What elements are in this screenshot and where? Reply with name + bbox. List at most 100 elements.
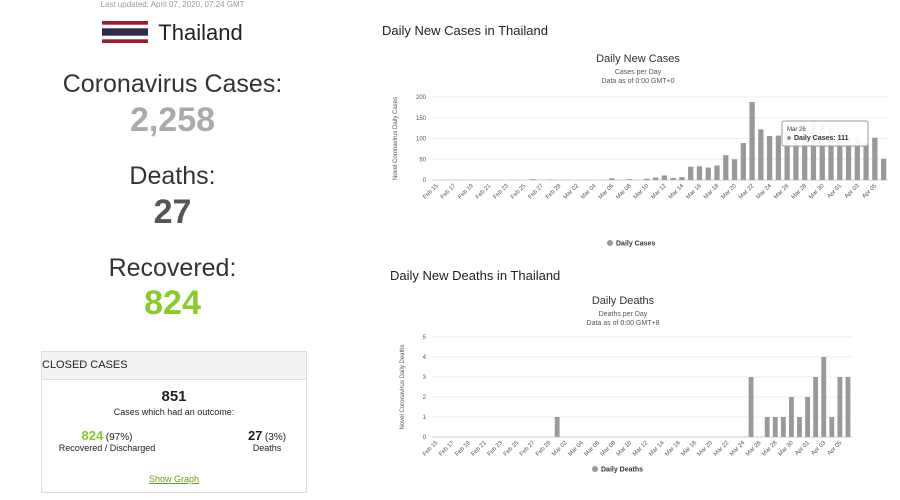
bar xyxy=(775,135,782,180)
recovered-pct: (97%) xyxy=(105,432,133,443)
bar xyxy=(749,101,755,180)
bar xyxy=(872,137,878,180)
chart-subtitle: Cases per Day xyxy=(615,69,662,76)
legend-label: Daily Deaths xyxy=(601,467,643,474)
tooltip: Mar 26 Daily Cases: 111 xyxy=(781,120,869,147)
chart-subtitle: Deaths per Day xyxy=(599,311,648,318)
bar xyxy=(802,134,808,180)
x-tick-label: Mar 08 xyxy=(600,440,618,458)
y-tick-label: 1 xyxy=(423,415,427,421)
chart-title: Daily New Cases xyxy=(596,53,680,65)
country-name: Thailand xyxy=(0,20,345,46)
x-tick-label: Feb 25 xyxy=(503,440,521,458)
x-tick-label: Mar 28 xyxy=(791,183,809,201)
bar xyxy=(789,397,794,437)
x-tick-label: Mar 10 xyxy=(616,440,634,458)
bar xyxy=(661,175,668,180)
bar xyxy=(748,377,754,437)
bar xyxy=(810,120,817,180)
bar xyxy=(644,178,650,180)
x-tick-label: Feb 21 xyxy=(475,183,493,201)
x-tick-label: Feb 19 xyxy=(454,440,472,458)
y-tick-label: 3 xyxy=(423,375,427,381)
tooltip-marker xyxy=(787,136,791,140)
bar xyxy=(845,136,852,180)
closed-total-label: Cases which had an outcome: xyxy=(113,407,235,417)
x-tick-label: Mar 12 xyxy=(650,183,668,201)
cases-count: 2,258 xyxy=(129,101,216,139)
section-heading: Daily New Deaths in Thailand xyxy=(390,268,561,283)
bar xyxy=(819,123,825,180)
tooltip-box xyxy=(781,120,869,147)
chart-subtitle: Data as of 0:00 GMT+8 xyxy=(587,320,660,327)
bar xyxy=(758,129,764,180)
y-tick-label: 50 xyxy=(419,157,426,163)
bar xyxy=(764,417,770,437)
x-tick-label: Mar 16 xyxy=(664,440,682,458)
bar xyxy=(813,377,819,437)
x-tick-label: Mar 06 xyxy=(598,183,616,201)
legend-marker xyxy=(607,240,613,246)
x-tick-label: Feb 29 xyxy=(545,183,563,201)
x-tick-label: Mar 28 xyxy=(761,440,779,458)
bar xyxy=(797,417,802,437)
x-tick-label: Mar 04 xyxy=(580,183,598,201)
bar xyxy=(863,143,869,180)
bar xyxy=(626,179,632,180)
x-tick-label: Mar 20 xyxy=(720,183,738,201)
tooltip-title: Mar 26 xyxy=(787,127,806,133)
legend-marker xyxy=(592,466,598,472)
x-tick-label: Mar 24 xyxy=(729,440,747,458)
x-tick-label: Feb 23 xyxy=(487,440,505,458)
y-tick-label: 5 xyxy=(423,335,427,341)
x-tick-label: Mar 20 xyxy=(697,440,715,458)
x-tick-label: Mar 12 xyxy=(632,440,650,458)
x-tick-label: Mar 06 xyxy=(584,440,602,458)
x-tick-label: Mar 08 xyxy=(615,183,633,201)
x-tick-label: Mar 24 xyxy=(756,183,774,201)
recovered-label: Recovered: xyxy=(108,254,237,282)
bar xyxy=(696,166,703,180)
deaths-count: 27 xyxy=(153,193,192,231)
x-tick-label: Mar 04 xyxy=(567,440,585,458)
legend-label: Daily Cases xyxy=(616,241,655,248)
y-tick-label: 4 xyxy=(423,355,427,361)
x-tick-label: Feb 15 xyxy=(422,183,440,201)
bar xyxy=(772,417,778,437)
x-tick-label: Mar 02 xyxy=(563,183,581,201)
recovered-value: 824 xyxy=(81,428,104,443)
tooltip-text: Daily Cases: 111 xyxy=(794,135,849,142)
bar xyxy=(740,143,746,180)
closed-deaths: 27 (3%) Deaths xyxy=(232,428,302,453)
x-tick-label: Feb 21 xyxy=(470,440,488,458)
x-tick-label: Apr 01 xyxy=(826,183,843,200)
y-tick-label: 200 xyxy=(416,95,427,101)
x-tick-label: Mar 18 xyxy=(680,440,698,458)
x-tick-label: Feb 19 xyxy=(457,183,475,201)
deaths-label: Deaths xyxy=(252,443,282,453)
x-tick-label: Feb 15 xyxy=(422,440,440,458)
bar xyxy=(554,417,560,437)
x-tick-label: Mar 30 xyxy=(777,440,795,458)
chart-subtitle: Data as of 0:00 GMT+0 xyxy=(602,78,675,85)
closed-total: 851 xyxy=(161,388,187,405)
show-graph-link[interactable]: Show Graph xyxy=(148,474,200,484)
bar xyxy=(652,177,659,180)
x-tick-label: Apr 03 xyxy=(810,440,827,457)
x-tick-label: Mar 26 xyxy=(745,440,763,458)
bar xyxy=(766,136,773,180)
x-tick-label: Mar 18 xyxy=(703,183,721,201)
section-heading: Daily New Cases in Thailand xyxy=(382,23,548,38)
bar xyxy=(688,166,694,180)
closed-recovered: 824 (97%) Recovered / Discharged xyxy=(52,428,162,453)
closed-cases: CLOSED CASES 851 Cases which had an outc… xyxy=(41,351,307,493)
x-tick-label: Apr 03 xyxy=(844,183,861,200)
x-tick-label: Mar 22 xyxy=(738,183,756,201)
x-tick-label: Mar 14 xyxy=(668,183,686,201)
x-tick-label: Feb 17 xyxy=(440,183,458,201)
x-tick-label: Feb 27 xyxy=(528,183,546,201)
bar xyxy=(723,155,729,180)
y-tick-label: 0 xyxy=(423,435,427,441)
